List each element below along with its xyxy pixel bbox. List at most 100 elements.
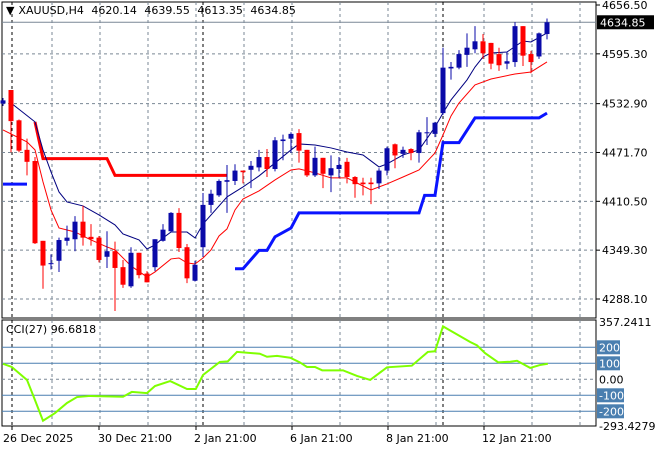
candle: [176, 208, 182, 252]
candle-body: [80, 221, 86, 238]
candle-body: [456, 54, 462, 68]
candle: [48, 254, 54, 270]
price-axis-label: 4471.70: [602, 146, 648, 159]
candle-body: [152, 239, 158, 268]
cci-level-box: [597, 404, 624, 419]
candle-body: [64, 237, 70, 241]
candle: [368, 177, 374, 205]
candle-body: [464, 47, 470, 55]
candle: [472, 26, 478, 54]
candle: [512, 22, 518, 67]
title-triangle-icon[interactable]: ▼: [6, 4, 15, 17]
candle: [520, 26, 526, 67]
cci-level-box: [597, 388, 624, 403]
candle-body: [320, 157, 326, 174]
candle-body: [232, 170, 238, 181]
candle: [264, 149, 270, 177]
high-value: 4639.55: [144, 4, 190, 17]
candle-body: [504, 61, 510, 64]
candle: [304, 149, 310, 177]
candle-body: [208, 193, 214, 205]
candle: [336, 157, 342, 178]
candle-body: [472, 41, 478, 50]
candle-body: [280, 139, 286, 142]
cci-plot-frame: [1, 319, 597, 427]
candle: [280, 134, 286, 161]
candle: [496, 47, 502, 71]
candle-body: [224, 180, 230, 182]
candle-body: [216, 180, 222, 196]
candle: [64, 225, 70, 246]
candle-body: [512, 26, 518, 63]
candle: [312, 146, 318, 177]
candle-body: [32, 161, 38, 244]
candle: [96, 236, 102, 263]
candle: [128, 247, 134, 288]
candle-body: [440, 67, 446, 114]
candle: [456, 50, 462, 70]
candle-body: [24, 149, 30, 162]
candle: [480, 34, 486, 59]
candle-body: [200, 204, 206, 248]
candle: [40, 240, 46, 289]
close-value: 4634.85: [250, 4, 296, 17]
candle-body: [56, 240, 62, 261]
symbol-label: XAUUSD,H4: [18, 4, 84, 17]
candle-body: [400, 149, 406, 154]
candle-body: [104, 251, 110, 257]
candle-body: [544, 22, 550, 35]
candle: [416, 129, 422, 163]
candle: [248, 161, 254, 189]
current-price-label: 4634.85: [600, 16, 646, 29]
candle: [528, 50, 534, 74]
cci-title: CCI(27) 96.6818: [6, 323, 96, 336]
candle: [144, 271, 150, 283]
candle: [112, 241, 118, 312]
candle-body: [176, 212, 182, 249]
chart-title: ▼ XAUUSD,H4 4620.14 4639.55 4613.35 4634.…: [6, 4, 300, 17]
candle: [448, 62, 454, 80]
slow-band-line: [2, 61, 548, 278]
cci-axis-label: 0.00: [599, 373, 624, 386]
cci-axis-label: 100: [599, 357, 620, 370]
candle-body: [16, 120, 22, 151]
candle: [200, 192, 206, 257]
candle: [8, 89, 14, 153]
cci-line: [2, 324, 548, 423]
cci-axis-label: -293.4279: [599, 420, 655, 433]
candle: [104, 231, 110, 268]
candle-body: [376, 170, 382, 184]
time-axis-label: 26 Dec 2025: [3, 432, 73, 445]
candle-body: [360, 182, 366, 185]
candle-body: [296, 133, 302, 151]
candle: [320, 157, 326, 189]
candle: [360, 177, 366, 196]
candle-body: [520, 26, 526, 56]
candle-body: [240, 170, 246, 173]
candle-body: [184, 247, 190, 279]
candle: [32, 157, 38, 245]
candle-body: [168, 212, 174, 232]
current-price-box: [597, 15, 654, 30]
candle: [504, 51, 510, 70]
cci-level-box: [597, 340, 620, 355]
time-axis-label: 2 Jan 21:00: [194, 432, 257, 445]
open-value: 4620.14: [91, 4, 137, 17]
candle: [432, 121, 438, 138]
candle-body: [96, 237, 102, 260]
candle-body: [328, 168, 334, 176]
candle-body: [40, 240, 46, 266]
candle-body: [448, 66, 454, 69]
candle-body: [272, 140, 278, 169]
candle-body: [424, 132, 430, 134]
candle: [192, 260, 198, 282]
candle-body: [256, 157, 262, 168]
candle: [184, 244, 190, 284]
cci-level-box: [597, 356, 620, 371]
candle: [88, 224, 94, 246]
candle-body: [416, 132, 422, 154]
candle-body: [536, 33, 542, 57]
candle: [56, 237, 62, 272]
